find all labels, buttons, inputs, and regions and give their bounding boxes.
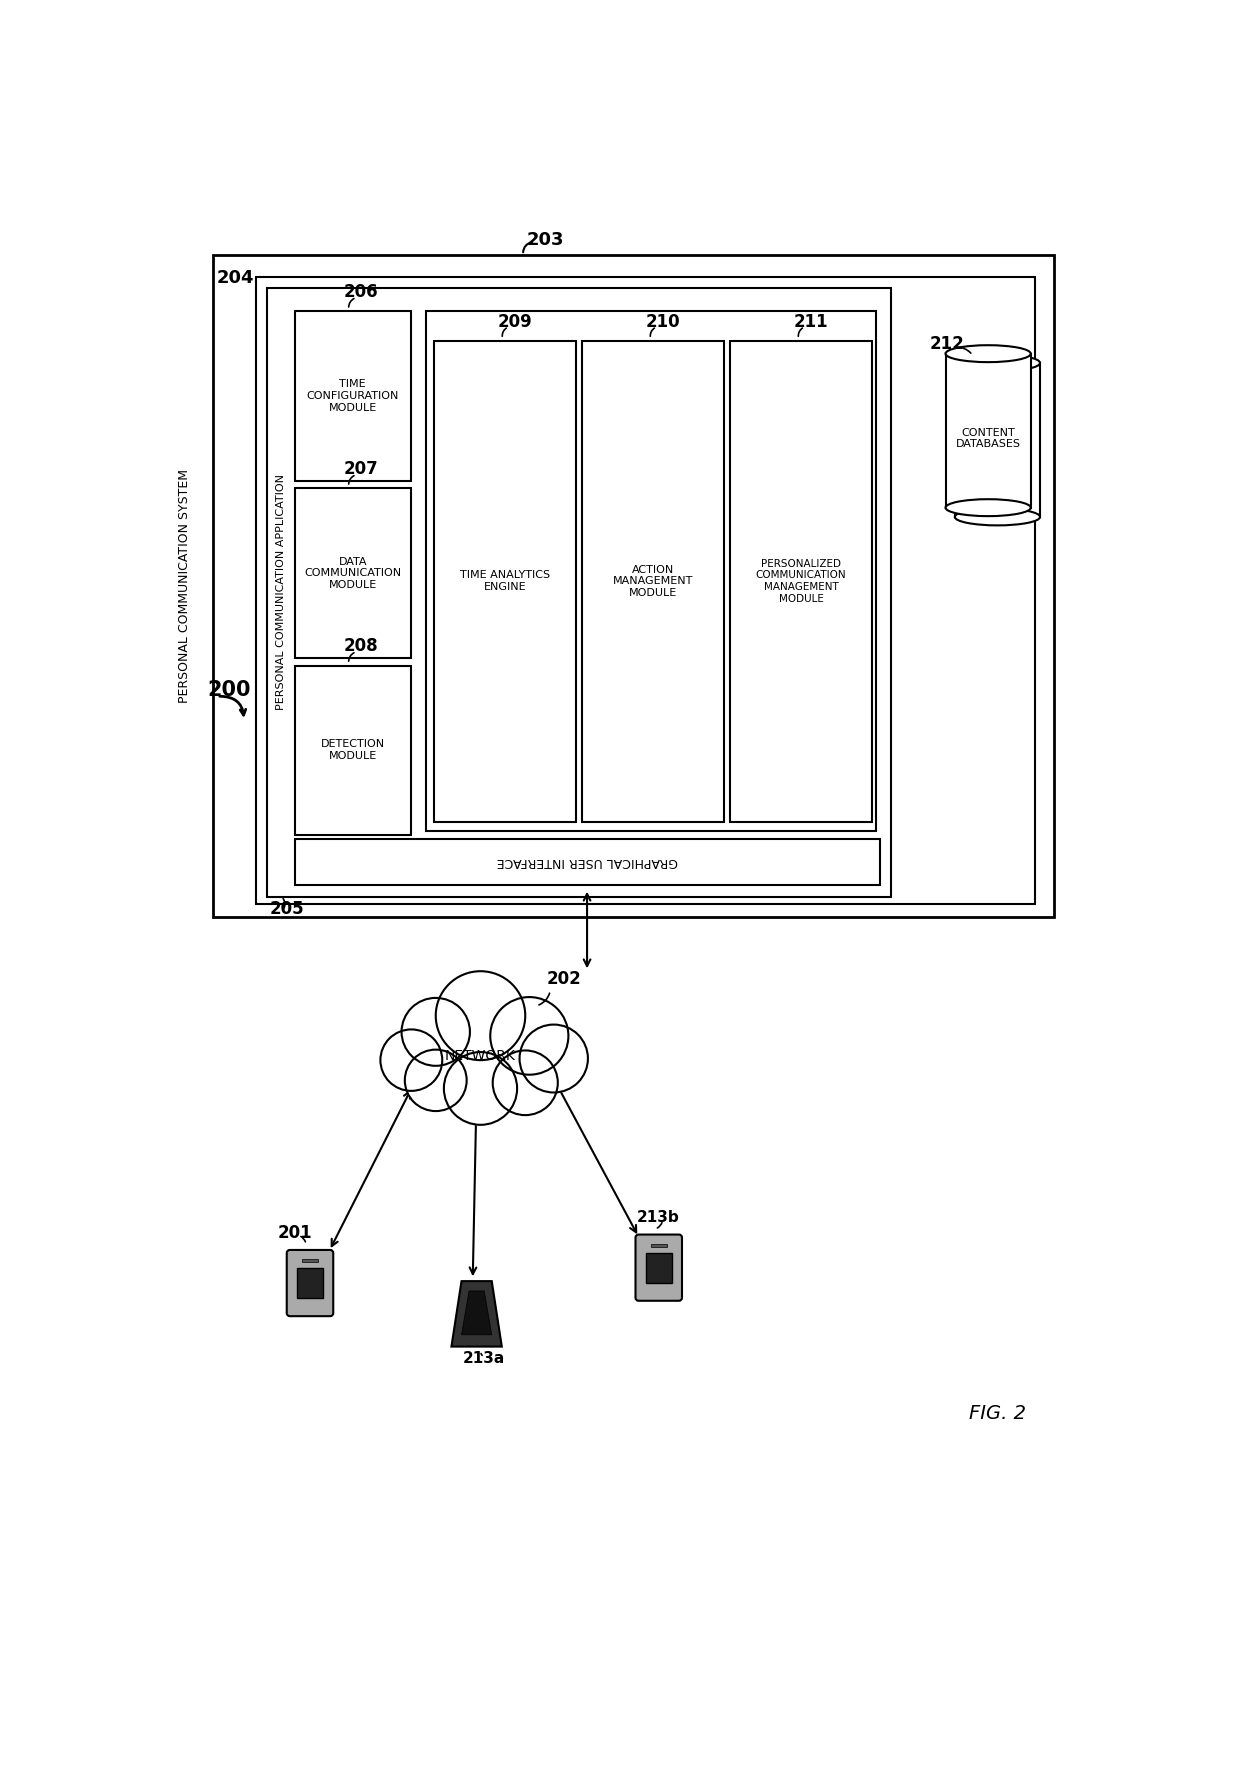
Text: 210: 210 (645, 314, 680, 332)
Text: DETECTION
MODULE: DETECTION MODULE (321, 739, 384, 761)
Text: PERSONAL COMMUNICATION SYSTEM: PERSONAL COMMUNICATION SYSTEM (179, 470, 191, 704)
Polygon shape (451, 1282, 502, 1346)
Text: 212: 212 (930, 335, 965, 353)
Text: 209: 209 (497, 314, 532, 332)
Ellipse shape (945, 500, 1030, 516)
Bar (945, 353, 1030, 507)
Circle shape (492, 1050, 558, 1115)
Bar (651, 1245, 667, 1246)
Bar (646, 1254, 672, 1282)
Ellipse shape (955, 355, 1040, 371)
Text: ACTION
MANAGEMENT
MODULE: ACTION MANAGEMENT MODULE (613, 564, 693, 598)
Text: 205: 205 (270, 901, 304, 918)
Text: 204: 204 (217, 269, 254, 287)
Ellipse shape (955, 509, 1040, 525)
Text: DATA
COMMUNICATION
MODULE: DATA COMMUNICATION MODULE (304, 557, 402, 590)
Text: 206: 206 (343, 284, 378, 301)
Bar (434, 340, 575, 823)
Bar (295, 665, 410, 835)
Bar (295, 312, 410, 480)
Text: GRAPHICAL USER INTERFACE: GRAPHICAL USER INTERFACE (496, 855, 678, 869)
Circle shape (402, 998, 470, 1066)
Bar (427, 312, 875, 832)
Circle shape (520, 1025, 588, 1092)
Bar (303, 1259, 317, 1262)
Circle shape (381, 1030, 443, 1090)
Text: PERSONALIZED
COMMUNICATION
MANAGEMENT
MODULE: PERSONALIZED COMMUNICATION MANAGEMENT MO… (755, 558, 846, 603)
Text: 201: 201 (278, 1223, 312, 1243)
Text: TIME ANALYTICS
ENGINE: TIME ANALYTICS ENGINE (460, 571, 551, 592)
FancyBboxPatch shape (286, 1250, 334, 1316)
Circle shape (435, 972, 526, 1060)
Text: TIME
CONFIGURATION
MODULE: TIME CONFIGURATION MODULE (306, 379, 399, 413)
Text: 202: 202 (547, 970, 582, 988)
Bar (296, 1268, 324, 1298)
Text: 207: 207 (343, 461, 378, 479)
Polygon shape (461, 1291, 492, 1335)
Bar (955, 363, 1040, 518)
Text: CONTENT
DATABASES: CONTENT DATABASES (956, 427, 1021, 449)
Bar (255, 277, 1034, 904)
Text: 200: 200 (207, 681, 252, 700)
Bar (213, 255, 1054, 917)
Text: NETWORK: NETWORK (445, 1050, 516, 1062)
Bar (582, 340, 724, 823)
FancyBboxPatch shape (635, 1234, 682, 1301)
Text: 208: 208 (343, 637, 378, 656)
Bar (730, 340, 872, 823)
Text: 213a: 213a (463, 1351, 505, 1365)
Circle shape (444, 1051, 517, 1124)
Text: FIG. 2: FIG. 2 (968, 1404, 1025, 1424)
Bar (268, 289, 892, 897)
Circle shape (404, 1050, 466, 1112)
Text: 203: 203 (527, 230, 564, 248)
Text: 213b: 213b (637, 1211, 680, 1225)
Ellipse shape (945, 346, 1030, 362)
Circle shape (490, 996, 568, 1074)
Bar (295, 839, 879, 885)
Bar (295, 488, 410, 658)
Text: PERSONAL COMMUNICATION APPLICATION: PERSONAL COMMUNICATION APPLICATION (277, 475, 286, 711)
Text: 211: 211 (794, 314, 828, 332)
